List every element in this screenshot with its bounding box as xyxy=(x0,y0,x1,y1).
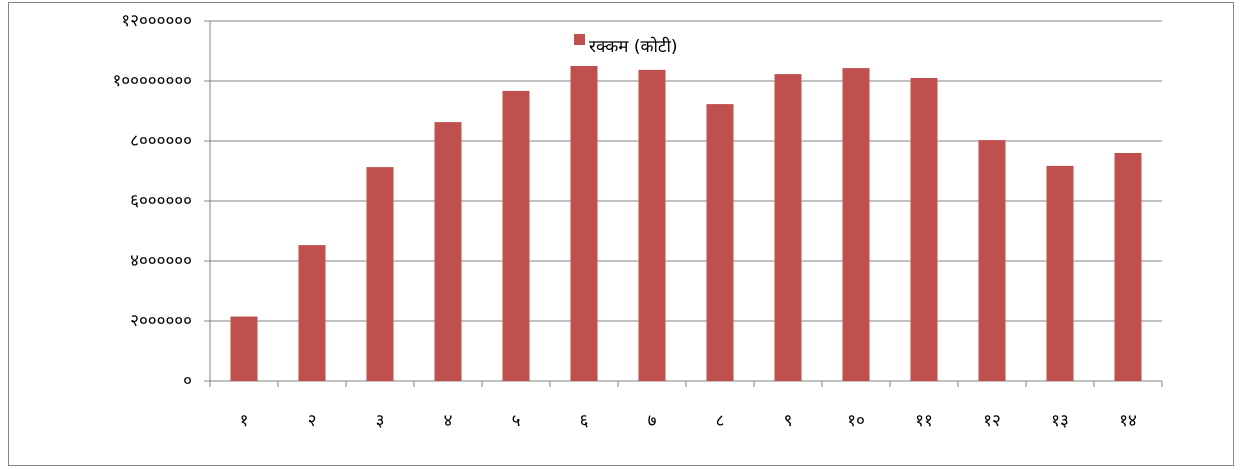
x-tick-label: १ xyxy=(240,411,249,431)
bar xyxy=(1114,153,1142,381)
bar xyxy=(570,66,598,381)
x-tick-label: ४ xyxy=(444,411,453,431)
x-tick-label: ५ xyxy=(512,411,521,431)
x-tick-label: ८ xyxy=(716,411,725,431)
legend-swatch xyxy=(574,34,585,45)
y-tick-label: २०००००० xyxy=(130,311,192,331)
y-tick-label: ८०००००० xyxy=(130,131,192,151)
bar xyxy=(434,122,462,381)
bar xyxy=(366,167,394,381)
y-tick-label: १२०००००० xyxy=(121,11,192,31)
x-tick-label: २ xyxy=(308,411,317,431)
y-tick-label: ४०००००० xyxy=(130,251,192,271)
x-tick-label: १० xyxy=(847,411,865,431)
y-tick-label: ० xyxy=(183,371,192,391)
x-tick-label: १२ xyxy=(983,411,1001,431)
bar xyxy=(230,316,258,381)
y-tick-label: ६०००००० xyxy=(130,191,192,211)
legend-label: रक्कम (कोटी) xyxy=(589,36,678,57)
bar xyxy=(706,104,734,381)
y-tick-label: १०००००००० xyxy=(112,71,192,91)
bar xyxy=(774,74,802,381)
bar xyxy=(842,68,870,381)
bar xyxy=(298,245,326,381)
x-tick-label: ६ xyxy=(580,411,589,431)
chart-border xyxy=(8,2,1234,466)
x-tick-label: ३ xyxy=(376,411,385,431)
bar xyxy=(638,69,666,382)
bar xyxy=(1046,165,1074,381)
x-tick-label: १३ xyxy=(1051,411,1069,431)
bar xyxy=(978,140,1006,381)
x-tick-label: १४ xyxy=(1119,411,1137,431)
bar xyxy=(910,78,938,381)
bar xyxy=(502,90,530,382)
x-tick-label: ७ xyxy=(648,411,657,431)
x-tick-label: ९ xyxy=(784,411,793,431)
x-tick-label: ११ xyxy=(915,411,933,431)
